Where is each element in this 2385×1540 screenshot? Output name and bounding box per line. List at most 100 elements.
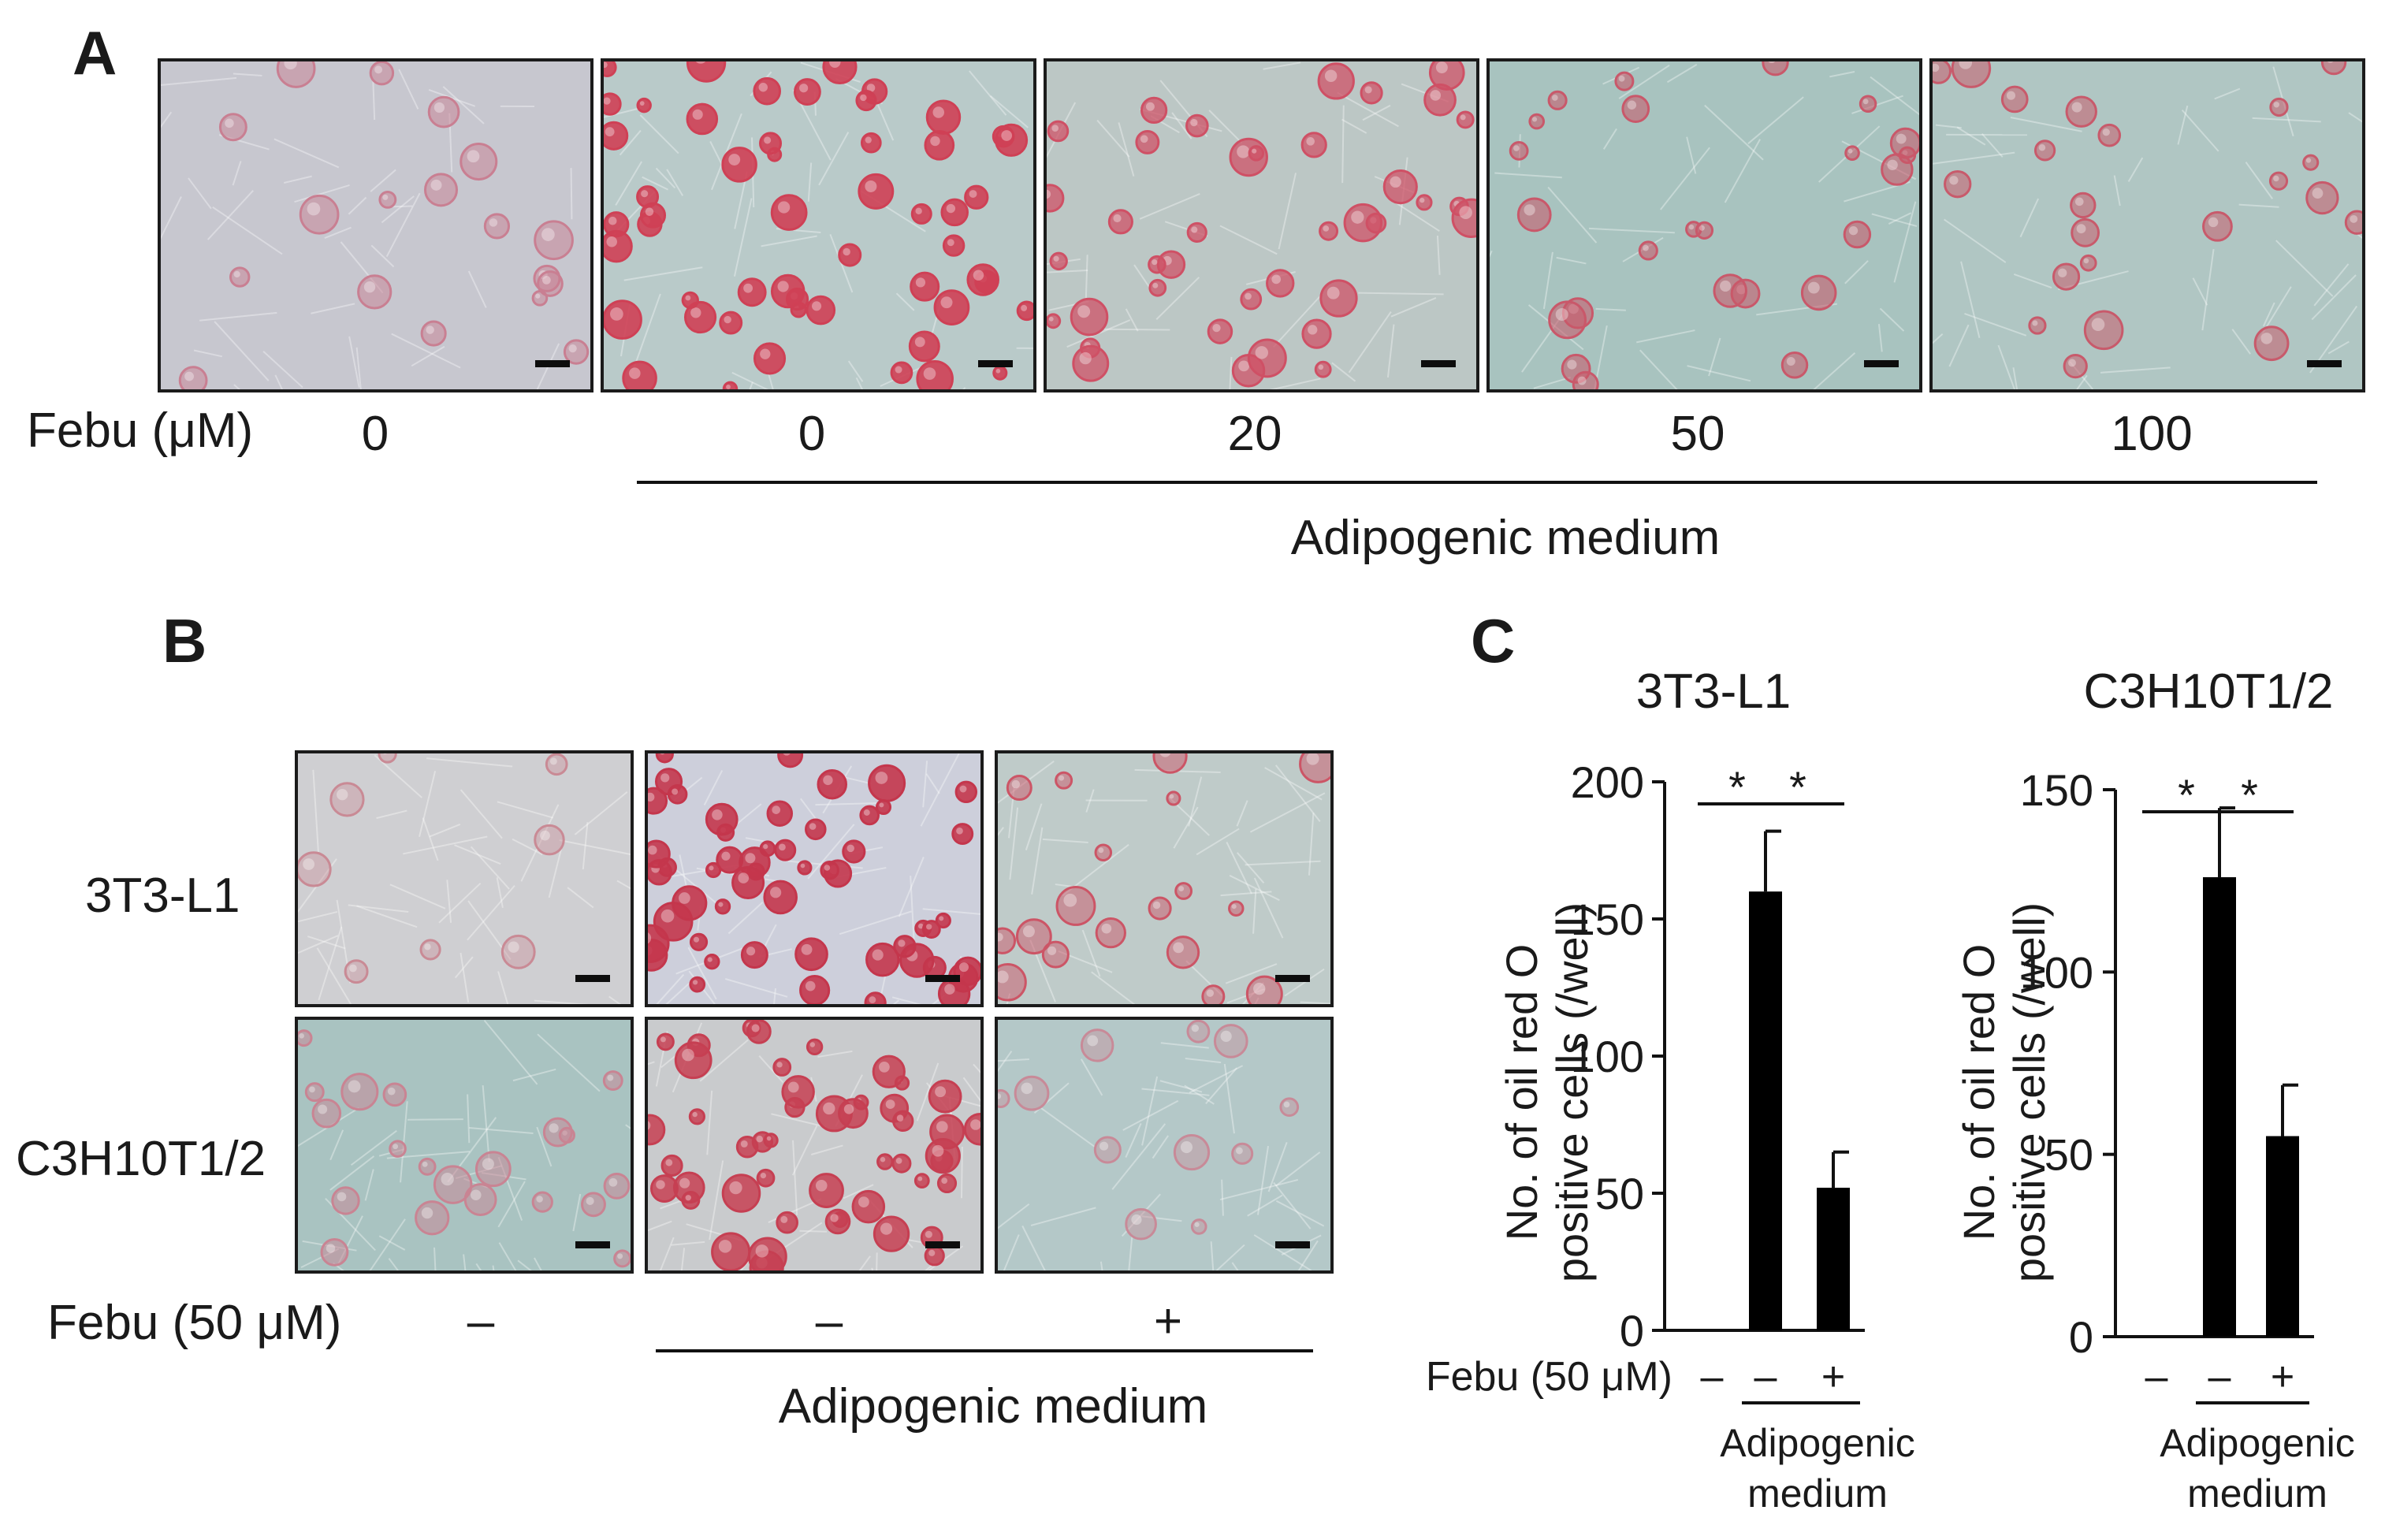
lipid-droplet: [1509, 140, 1529, 161]
lipid-droplet: [756, 1168, 776, 1188]
cell-highlight: [1255, 346, 1269, 359]
cell-fiber: [548, 844, 564, 898]
cell-fiber: [619, 129, 642, 156]
cell-highlight: [944, 984, 955, 995]
cell-highlight: [1220, 1030, 1232, 1042]
cell-highlight: [549, 1123, 559, 1133]
cell-highlight: [665, 1159, 673, 1166]
cell-fiber: [534, 1257, 542, 1270]
cell-fiber: [2100, 366, 2171, 374]
lipid-droplet: [1190, 1218, 1207, 1235]
cell-fiber: [1241, 982, 1265, 1004]
cell-fiber: [1080, 1058, 1103, 1096]
cell-highlight: [941, 1177, 948, 1184]
cell-fiber: [2192, 277, 2208, 306]
lipid-droplet: [855, 90, 877, 112]
lipid-droplet: [797, 860, 813, 876]
cell-highlight: [1577, 376, 1587, 385]
chart-3t3-treatment-1: –: [1701, 1354, 1724, 1400]
cell-fiber: [1121, 1193, 1161, 1237]
lipid-droplet: [2071, 218, 2100, 247]
cell-highlight: [1887, 159, 1898, 171]
cell-fiber: [336, 899, 352, 984]
cell-highlight: [348, 964, 357, 973]
cell-fiber: [1284, 968, 1325, 997]
cell-fiber: [2127, 157, 2144, 183]
lipid-droplet: [705, 802, 739, 836]
cell-fiber: [1173, 806, 1199, 849]
cell-highlight: [2058, 268, 2067, 277]
panel-a-medium-label: Adipogenic medium: [1290, 511, 1721, 565]
cell-highlight: [805, 980, 816, 991]
micrograph-b-3t3-1: [295, 750, 634, 1007]
scale-bar: [925, 1241, 960, 1248]
lipid-droplet: [759, 132, 783, 155]
cell-highlight: [693, 936, 700, 943]
cell-highlight: [875, 772, 888, 784]
cell-highlight: [1323, 225, 1330, 232]
cell-highlight: [1059, 775, 1065, 781]
cell-highlight: [721, 851, 731, 861]
lipid-droplet: [298, 1029, 313, 1047]
cell-fiber: [2262, 302, 2275, 327]
lipid-droplet: [655, 753, 674, 764]
lipid-droplet: [805, 818, 827, 841]
cell-fiber: [475, 1263, 482, 1270]
cell-highlight: [865, 180, 877, 192]
lipid-droplet: [1451, 198, 1476, 238]
cell-fiber: [1141, 1088, 1210, 1096]
lipid-droplet: [1844, 145, 1860, 161]
cell-highlight: [1173, 942, 1184, 954]
cell-highlight: [318, 1104, 328, 1114]
cell-highlight: [656, 1180, 665, 1189]
cell-fiber: [703, 770, 724, 805]
cell-highlight: [1113, 214, 1122, 223]
cell-fiber: [648, 1220, 672, 1232]
cell-highlight: [1087, 1035, 1099, 1047]
lipid-droplet: [851, 1189, 886, 1224]
cell-highlight: [779, 843, 786, 851]
lipid-droplet: [329, 782, 365, 817]
cell-highlight: [424, 943, 431, 950]
cell-fiber: [1221, 1179, 1224, 1216]
cell-fiber: [1933, 333, 1944, 344]
cell-fiber: [467, 1094, 471, 1144]
cell-fiber: [925, 773, 940, 794]
cell-fiber: [356, 905, 418, 928]
chart-c3h-title: C3H10T1/2: [2083, 664, 2333, 719]
cell-highlight: [766, 1136, 772, 1141]
cell-fiber: [767, 371, 774, 389]
cell-fiber: [1275, 1151, 1321, 1187]
lipid-droplet: [794, 937, 828, 972]
lipid-droplet: [178, 366, 208, 389]
cell-fiber: [998, 761, 1055, 804]
cell-fiber: [639, 114, 679, 154]
cell-fiber: [381, 195, 415, 224]
cell-fiber: [2012, 367, 2019, 389]
cell-highlight: [1618, 75, 1625, 82]
lipid-droplet: [1080, 1029, 1114, 1062]
cell-highlight: [1047, 946, 1057, 955]
cell-fiber: [1219, 225, 1278, 255]
lipid-droplet: [936, 1173, 958, 1194]
cell-fiber: [446, 880, 452, 923]
micrograph-b-c3h-3: [995, 1017, 1334, 1274]
lipid-droplet: [1300, 132, 1327, 158]
cell-fiber: [161, 196, 182, 240]
cell-highlight: [307, 202, 321, 216]
cell-highlight: [2076, 224, 2086, 234]
lipid-droplet: [1152, 753, 1188, 774]
lipid-droplet: [1093, 1136, 1122, 1164]
cell-fiber: [463, 1254, 467, 1270]
lipid-droplet: [1695, 221, 1714, 240]
cell-highlight: [707, 957, 713, 962]
cell-highlight: [690, 307, 701, 318]
cell-fiber: [298, 1107, 359, 1148]
lipid-droplet: [542, 1117, 573, 1148]
cell-fiber: [1122, 1099, 1179, 1131]
panel-b-row-label-1: 3T3-L1: [85, 869, 240, 923]
cell-highlight: [382, 194, 389, 200]
cell-highlight: [712, 809, 723, 820]
cell-highlight: [536, 1196, 543, 1203]
lipid-droplet: [940, 198, 969, 227]
